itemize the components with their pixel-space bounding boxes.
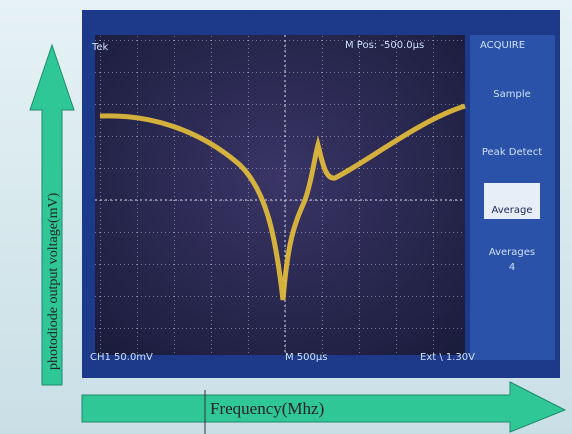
channel: CH1 50.0mV: [90, 352, 153, 363]
brand: Tek: [91, 42, 109, 53]
menu-title: ACQUIRE: [480, 40, 525, 51]
trigger: Ext \ 1.30V: [420, 352, 475, 363]
menu-item: Sample: [493, 89, 531, 100]
slide: Tek M Pos: -500.0µs ACQUIRE Sample Peak …: [0, 0, 572, 434]
menu-item: Peak Detect: [482, 147, 542, 158]
averages-value: 4: [509, 262, 515, 273]
timebase: M 500µs: [285, 352, 327, 363]
grid: [95, 35, 465, 355]
menu-item: Averages: [489, 247, 535, 258]
menu-item: Average: [491, 205, 532, 216]
position: M Pos: -500.0µs: [345, 40, 424, 51]
x-axis-label: Frequency(Mhz): [210, 399, 324, 418]
y-axis-label: photodiode output voltage(mV): [46, 192, 61, 370]
